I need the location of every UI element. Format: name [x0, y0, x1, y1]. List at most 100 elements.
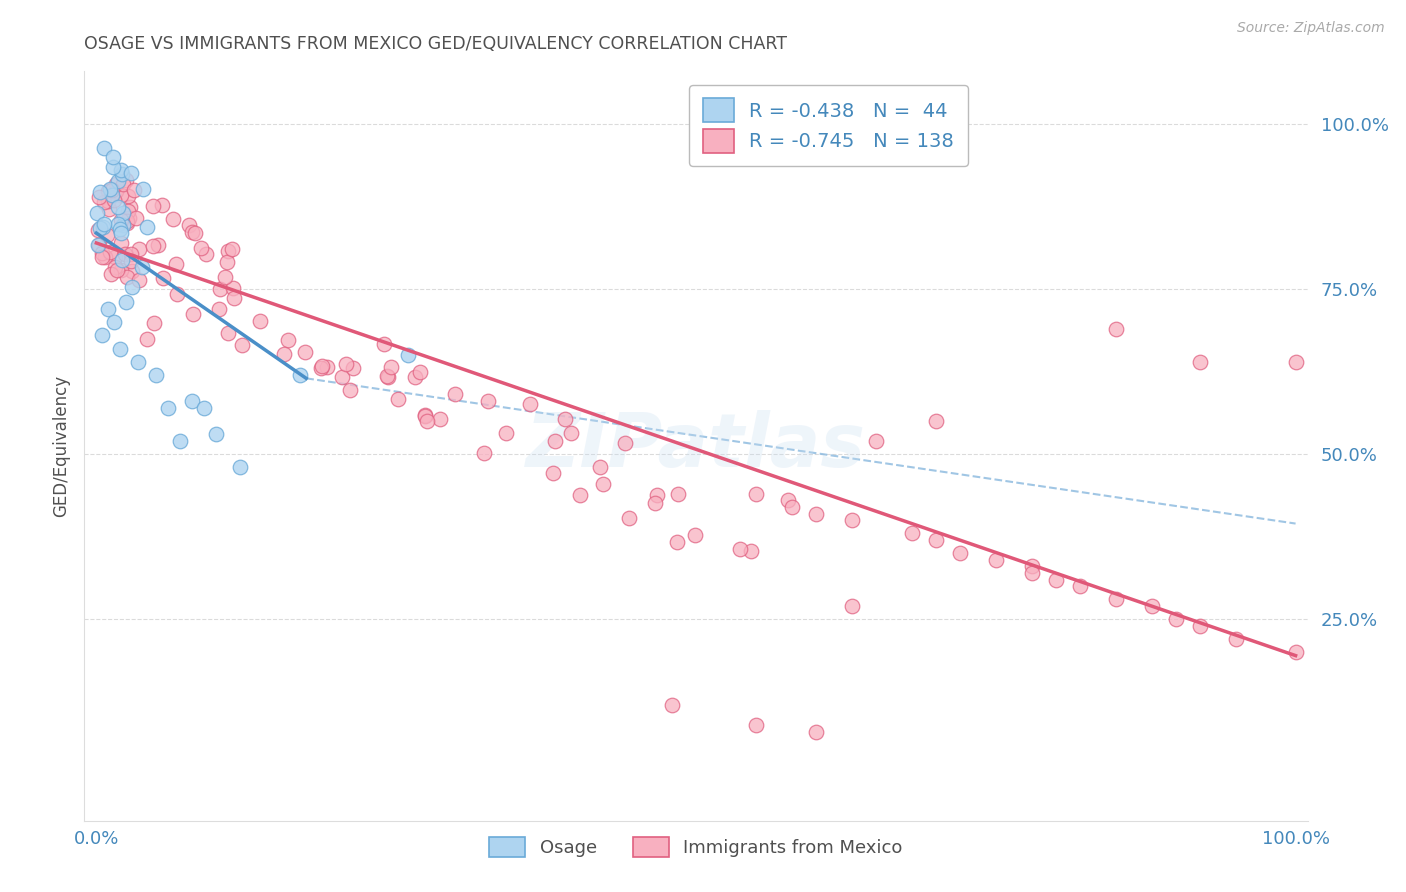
Point: [104, 250, 127, 264]
Point: [380, 359, 402, 374]
Text: Source: ZipAtlas.com: Source: ZipAtlas.com: [1237, 21, 1385, 35]
Point: [145, 368, 167, 382]
Point: [231, 338, 253, 352]
Point: [1188, 619, 1211, 633]
Point: [181, 394, 204, 409]
Point: [1188, 355, 1211, 369]
Point: [105, 177, 128, 191]
Point: [107, 262, 129, 277]
Point: [560, 425, 582, 440]
Point: [142, 199, 165, 213]
Point: [568, 488, 591, 502]
Point: [925, 533, 948, 547]
Point: [541, 466, 564, 480]
Point: [181, 307, 204, 321]
Point: [117, 204, 139, 219]
Point: [107, 217, 129, 231]
Point: [644, 496, 666, 510]
Point: [1284, 355, 1306, 369]
Point: [120, 253, 142, 268]
Point: [89, 185, 111, 199]
Point: [413, 409, 436, 424]
Point: [666, 486, 689, 500]
Point: [589, 460, 612, 475]
Point: [97, 184, 120, 198]
Point: [330, 370, 353, 384]
Point: [148, 237, 170, 252]
Point: [142, 239, 165, 253]
Point: [519, 397, 541, 411]
Point: [194, 247, 217, 261]
Point: [115, 216, 138, 230]
Point: [804, 724, 827, 739]
Point: [103, 193, 125, 207]
Point: [377, 368, 399, 383]
Point: [118, 200, 141, 214]
Point: [162, 211, 184, 226]
Point: [87, 238, 110, 252]
Point: [925, 414, 948, 428]
Point: [780, 500, 803, 514]
Point: [745, 718, 768, 732]
Point: [94, 250, 117, 264]
Point: [110, 226, 132, 240]
Point: [97, 202, 120, 217]
Point: [745, 487, 768, 501]
Point: [1069, 579, 1091, 593]
Point: [87, 190, 110, 204]
Point: [115, 295, 138, 310]
Point: [778, 493, 800, 508]
Point: [117, 189, 139, 203]
Point: [101, 150, 124, 164]
Point: [377, 370, 399, 384]
Point: [107, 174, 129, 188]
Point: [93, 217, 115, 231]
Point: [103, 160, 125, 174]
Point: [472, 446, 495, 460]
Point: [91, 246, 114, 260]
Point: [135, 332, 157, 346]
Point: [96, 228, 118, 243]
Point: [901, 526, 924, 541]
Point: [290, 368, 312, 382]
Point: [1225, 632, 1247, 646]
Point: [217, 244, 239, 258]
Point: [127, 355, 149, 369]
Point: [249, 314, 271, 328]
Point: [112, 206, 135, 220]
Point: [409, 365, 432, 379]
Point: [91, 250, 114, 264]
Point: [193, 401, 215, 415]
Point: [413, 408, 436, 422]
Point: [730, 542, 752, 557]
Point: [184, 226, 207, 240]
Point: [205, 427, 228, 442]
Point: [373, 337, 395, 351]
Point: [128, 272, 150, 286]
Point: [110, 235, 132, 250]
Point: [217, 326, 239, 340]
Point: [1021, 559, 1043, 574]
Point: [101, 183, 124, 197]
Point: [131, 260, 153, 274]
Point: [665, 534, 688, 549]
Point: [1021, 566, 1043, 580]
Point: [294, 345, 316, 359]
Point: [1105, 322, 1128, 336]
Point: [1140, 599, 1163, 613]
Point: [277, 333, 299, 347]
Point: [865, 434, 887, 448]
Text: ZIPatlas: ZIPatlas: [526, 409, 866, 483]
Point: [110, 213, 132, 227]
Point: [416, 414, 439, 428]
Point: [544, 434, 567, 449]
Point: [110, 187, 132, 202]
Point: [209, 282, 232, 296]
Point: [101, 188, 124, 202]
Point: [121, 280, 143, 294]
Point: [495, 425, 517, 440]
Point: [128, 242, 150, 256]
Point: [661, 698, 683, 712]
Point: [125, 211, 148, 225]
Point: [273, 347, 295, 361]
